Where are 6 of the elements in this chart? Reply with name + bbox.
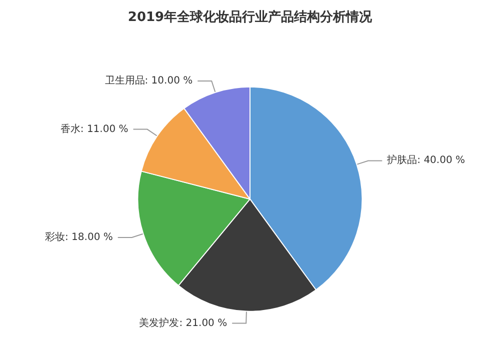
slice-label: 香水: 11.00 % <box>60 122 128 135</box>
chart-title: 2019年全球化妆品行业产品结构分析情况 <box>128 9 374 25</box>
slice-label: 护肤品: 40.00 % <box>386 154 465 166</box>
slice-label: 美发护发: 21.00 % <box>139 316 228 329</box>
slice-label: 卫生用品: 10.00 % <box>104 74 193 86</box>
slice-label: 彩妆: 18.00 % <box>45 230 113 243</box>
